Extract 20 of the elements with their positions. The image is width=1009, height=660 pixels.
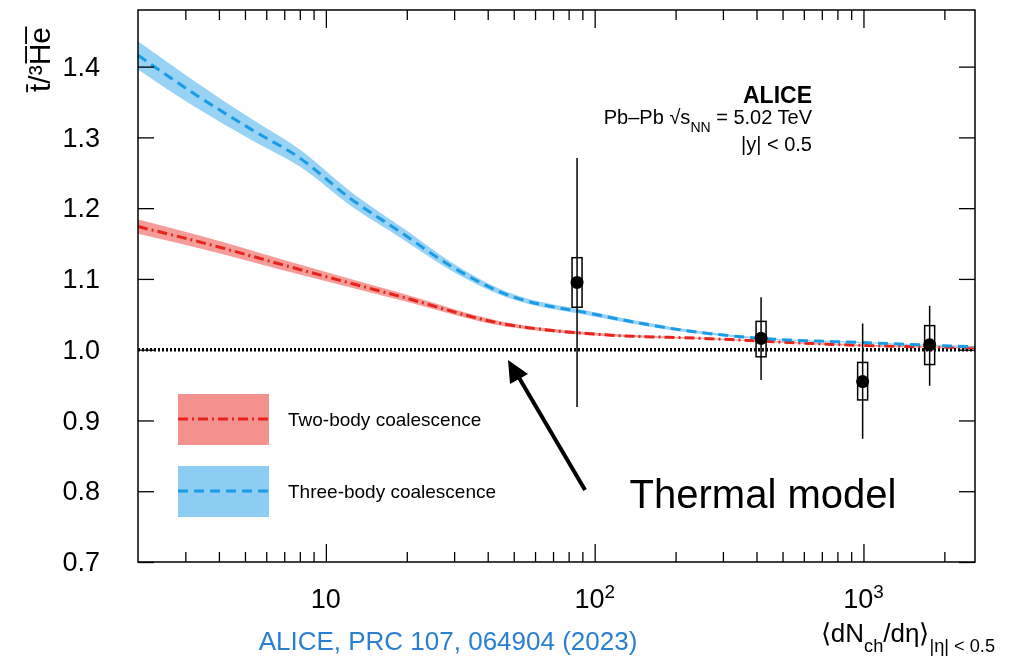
x-axis-title: ⟨dN$_{ch}$/dη⟩$_{|η| < 0.5}$ — [820, 618, 995, 656]
y-tick-label: 1.2 — [62, 193, 100, 224]
y-tick-label: 1.1 — [62, 264, 100, 295]
y-tick-label: 0.9 — [62, 405, 100, 436]
annotation: ALICE — [743, 82, 812, 108]
x-tick-label: 10 — [310, 584, 341, 614]
annotation: Thermal model — [629, 472, 897, 516]
annotation: Pb–Pb √s$_{NN}$ = 5.02 TeV — [603, 106, 813, 135]
y-tick-label: 1.0 — [62, 334, 100, 365]
text: ALICE, PRC 107, 064904 (2023) — [258, 626, 638, 656]
x-tick-label: 10$^{3}$ — [843, 580, 884, 614]
annotation: |y| < 0.5 — [741, 133, 812, 155]
y-tick-label: 0.7 — [62, 547, 100, 578]
legend-label: Three-body coalescence — [288, 481, 497, 502]
y-tick-label: 1.4 — [62, 51, 100, 82]
legend-label: Two-body coalescence — [288, 409, 482, 430]
y-axis-title: t̄/³H̅e̅ — [23, 26, 56, 94]
x-tick-label: 10$^{2}$ — [574, 580, 615, 614]
y-tick-label: 1.3 — [62, 122, 100, 153]
y-tick-label: 0.8 — [62, 476, 100, 507]
